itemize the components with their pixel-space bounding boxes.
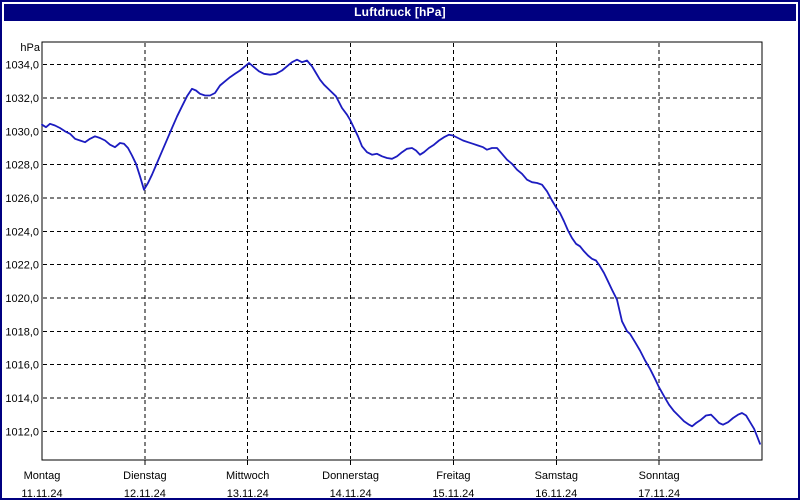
y-tick-label: 1022,0 (5, 260, 39, 272)
y-tick-label: 1034,0 (5, 60, 39, 72)
y-tick-label: 1020,0 (5, 293, 39, 305)
x-tick-date-label: 14.11.24 (330, 488, 372, 500)
x-tick-date-label: 11.11.24 (21, 488, 62, 500)
x-tick-date-label: 17.11.24 (638, 488, 680, 500)
window-title: Luftdruck [hPa] (354, 5, 446, 19)
plot-frame (41, 41, 763, 461)
x-tick-day-label: Sonntag (639, 470, 680, 482)
y-tick-label: 1028,0 (5, 160, 39, 172)
x-tick-day-label: Montag (24, 470, 61, 482)
y-tick-label: 1016,0 (5, 360, 39, 372)
y-tick-label: 1014,0 (5, 393, 39, 405)
title-bar[interactable]: Luftdruck [hPa] (4, 4, 796, 21)
x-tick-day-label: Donnerstag (322, 470, 379, 482)
y-tick-label: 1032,0 (5, 93, 39, 105)
x-tick-date-label: 15.11.24 (432, 488, 474, 500)
x-tick-date-label: 16.11.24 (535, 488, 577, 500)
pressure-series-line (41, 58, 761, 445)
x-tick-day-label: Samstag (535, 470, 578, 482)
x-tick-date-label: 12.11.24 (124, 488, 166, 500)
x-tick-day-label: Freitag (436, 470, 470, 482)
y-tick-label: 1026,0 (5, 193, 39, 205)
x-tick-day-label: Mittwoch (226, 470, 269, 482)
y-axis-unit-label: hPa (20, 42, 40, 54)
x-tick-date-label: 13.11.24 (227, 488, 269, 500)
x-tick-day-label: Dienstag (123, 470, 166, 482)
y-tick-label: 1018,0 (5, 326, 39, 338)
y-tick-label: 1030,0 (5, 126, 39, 138)
y-tick-label: 1012,0 (5, 426, 39, 438)
y-tick-label: 1024,0 (5, 226, 39, 238)
